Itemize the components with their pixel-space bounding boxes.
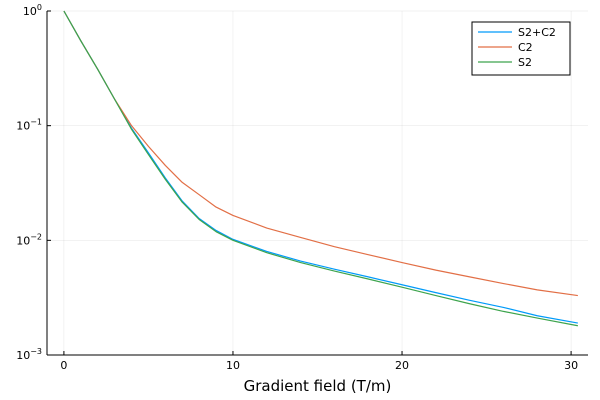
legend-box [471, 21, 571, 76]
legend: S2+C2 C2 S2 [471, 21, 571, 76]
x-tick-label: 10 [226, 359, 240, 372]
legend-label: S2+C2 [518, 26, 556, 39]
legend-label: C2 [518, 41, 533, 54]
x-tick-label: 30 [564, 359, 578, 372]
series-line-s2 [63, 10, 578, 327]
x-tick-label: 0 [60, 359, 67, 372]
axes [46, 10, 588, 356]
x-axis-title: Gradient field (T/m) [244, 377, 392, 395]
y-tick-label: 10−1 [16, 118, 42, 133]
legend-label: S2 [518, 56, 532, 69]
y-tick-label: 10−3 [16, 347, 42, 362]
series-lines [63, 10, 578, 327]
y-tick-label: 100 [23, 3, 42, 18]
x-tick-label: 20 [395, 359, 409, 372]
y-tick-label: 10−2 [16, 232, 42, 247]
tick-labels: 0 10 20 30 10−3 10−2 10−1 100 [16, 3, 578, 372]
